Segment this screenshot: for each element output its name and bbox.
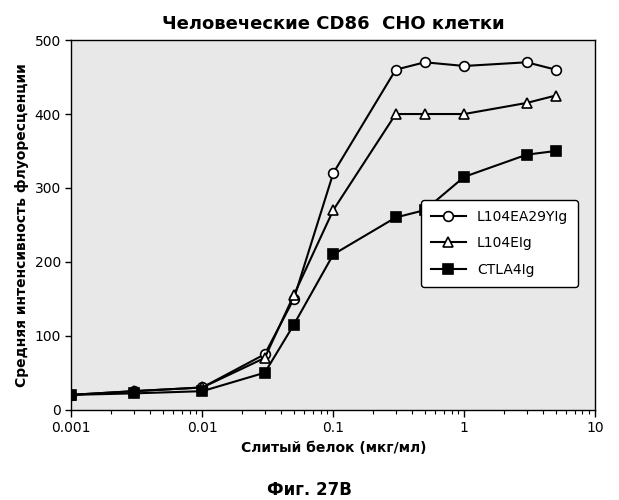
L104EIg (523, 100, 530, 106)
CTLA4Ig (67, 392, 75, 398)
CTLA4Ig (290, 322, 298, 328)
L104EIg (552, 92, 560, 98)
L104EIg (130, 388, 137, 394)
CTLA4Ig (421, 207, 428, 213)
Y-axis label: Средняя интенсивность флуоресценции: Средняя интенсивность флуоресценции (15, 63, 29, 387)
L104EIg (461, 111, 468, 117)
L104EIg (290, 292, 298, 298)
Text: Фиг. 27B: Фиг. 27B (267, 481, 352, 499)
L104EA29YIg (461, 63, 468, 69)
L104EIg (421, 111, 428, 117)
L104EA29YIg (261, 351, 269, 357)
L104EIg (261, 355, 269, 361)
L104EA29YIg (392, 66, 399, 72)
CTLA4Ig (523, 152, 530, 158)
CTLA4Ig (261, 370, 269, 376)
L104EA29YIg (199, 384, 206, 390)
L104EIg (329, 207, 337, 213)
L104EA29YIg (67, 392, 75, 398)
Line: CTLA4Ig: CTLA4Ig (66, 146, 561, 400)
CTLA4Ig (329, 252, 337, 258)
L104EIg (392, 111, 399, 117)
Legend: L104EA29YIg, L104EIg, CTLA4Ig: L104EA29YIg, L104EIg, CTLA4Ig (422, 200, 578, 286)
CTLA4Ig (130, 390, 137, 396)
CTLA4Ig (392, 214, 399, 220)
L104EIg (67, 392, 75, 398)
L104EIg (199, 384, 206, 390)
CTLA4Ig (552, 148, 560, 154)
L104EA29YIg (552, 66, 560, 72)
CTLA4Ig (199, 388, 206, 394)
Line: L104EIg: L104EIg (66, 90, 561, 400)
CTLA4Ig (461, 174, 468, 180)
L104EA29YIg (290, 296, 298, 302)
X-axis label: Слитый белок (мкг/мл): Слитый белок (мкг/мл) (241, 441, 426, 455)
Title: Человеческие CD86  СНО клетки: Человеческие CD86 СНО клетки (162, 15, 504, 33)
L104EA29YIg (421, 60, 428, 66)
L104EA29YIg (329, 170, 337, 176)
L104EA29YIg (523, 60, 530, 66)
Line: L104EA29YIg: L104EA29YIg (66, 58, 561, 400)
L104EA29YIg (130, 388, 137, 394)
